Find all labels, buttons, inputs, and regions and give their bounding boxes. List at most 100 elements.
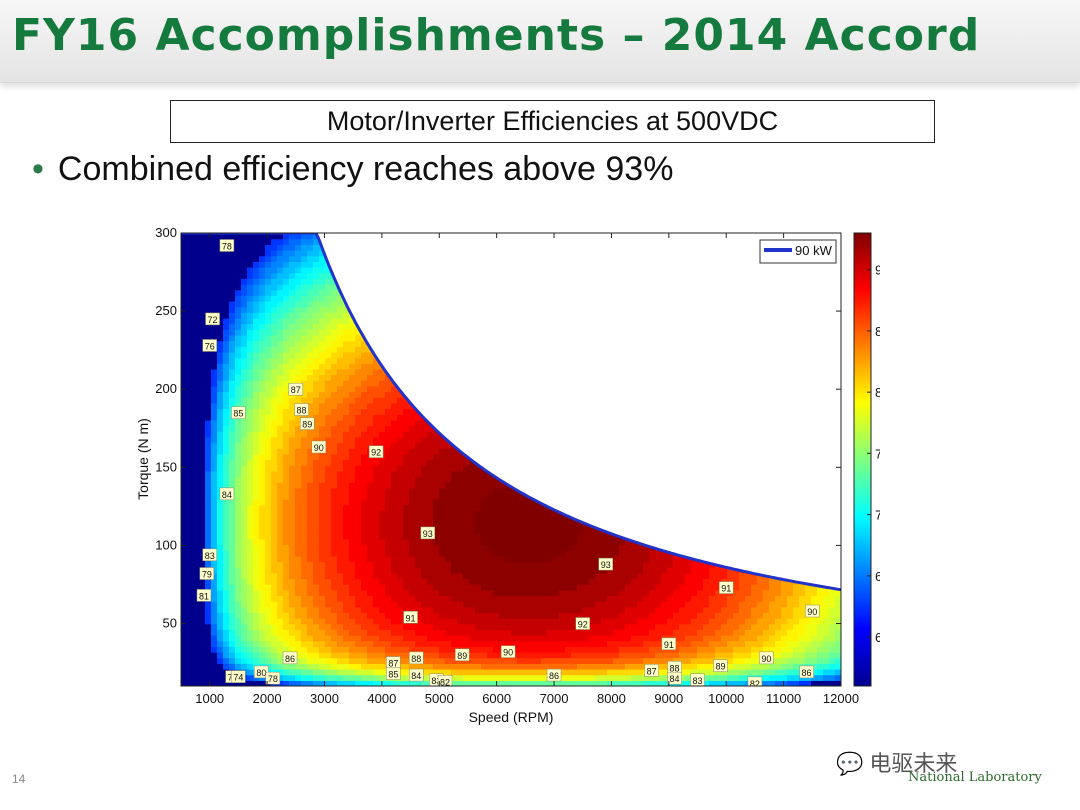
contour-cell [757,606,764,613]
contour-cell [235,623,242,630]
contour-cell [217,272,224,279]
contour-cell [313,521,320,529]
contour-cell [259,267,266,274]
contour-cell [253,499,260,506]
contour-cell [229,482,236,489]
contour-cell [301,555,308,563]
contour-cell [463,487,470,495]
contour-cell [517,663,524,670]
contour-cell [511,674,518,681]
contour-cell [265,572,272,580]
contour-cell [391,402,398,410]
contour-cell [247,595,254,602]
contour-cell [199,561,206,568]
contour-cell [343,646,350,653]
contour-cell [235,487,242,495]
contour-cell [187,363,194,370]
contour-cell [295,516,302,523]
contour-cell [799,646,806,653]
contour-cell [451,606,458,613]
contour-cell [307,340,314,347]
contour-cell [349,425,356,432]
contour-cell [403,652,410,659]
contour-cell [649,635,656,642]
contour-cell [355,680,362,686]
contour-cell [475,555,482,563]
contour-cell [415,533,422,540]
contour-cell [469,521,476,529]
contour-cell [349,595,356,602]
contour-cell [439,595,446,602]
contour-cell [283,538,290,546]
contour-cell [217,278,224,285]
contour-cell [445,657,452,664]
contour-cell [625,629,632,636]
contour-cell [451,510,458,517]
contour-cell [265,465,272,472]
contour-cell [319,640,326,647]
contour-cell [643,550,650,557]
contour-cell [379,425,386,432]
contour-cell [217,499,224,506]
contour-cell [625,584,632,591]
contour-label: 91 [406,613,416,623]
contour-cell [385,482,392,489]
contour-cell [757,669,764,676]
contour-cell [229,499,236,506]
contour-cell [325,334,332,342]
contour-cell [361,346,368,353]
contour-cell [499,584,506,591]
contour-cell [613,561,620,568]
contour-cell [481,561,488,568]
contour-cell [391,544,398,551]
contour-cell [793,584,800,591]
contour-cell [811,674,818,681]
contour-cell [205,629,212,636]
contour-cell [535,504,542,512]
contour-cell [823,595,830,602]
contour-cell [379,669,386,676]
contour-cell [625,606,632,613]
contour-cell [661,572,668,580]
contour-cell [319,669,326,676]
contour-cell [379,595,386,602]
contour-cell [775,635,782,642]
contour-cell [595,606,602,613]
contour-cell [331,533,338,540]
contour-cell [607,657,614,664]
contour-cell [709,640,716,647]
contour-cell [355,674,362,681]
contour-cell [415,629,422,636]
contour-cell [613,657,620,664]
contour-cell [247,323,254,330]
contour-cell [415,510,422,517]
contour-cell [193,527,200,534]
contour-cell [823,657,830,664]
contour-cell [271,301,278,308]
contour-cell [475,487,482,495]
contour-cell [301,482,308,489]
contour-cell [193,453,200,461]
contour-cell [355,334,362,342]
contour-cell [343,567,350,574]
contour-cell [277,561,284,568]
contour-cell [361,436,368,444]
contour-cell [247,623,254,630]
contour-cell [319,646,326,653]
contour-cell [499,504,506,512]
contour-cell [199,301,206,308]
contour-cell [241,442,248,449]
contour-cell [313,261,320,268]
contour-cell [289,431,296,438]
contour-cell [403,476,410,483]
contour-cell [535,646,542,653]
contour-cell [181,414,188,421]
contour-cell [301,612,308,619]
contour-cell [373,408,380,415]
contour-cell [211,284,218,291]
contour-cell [415,567,422,574]
contour-cell [745,652,752,659]
contour-cell [271,391,278,398]
contour-cell [193,419,200,427]
contour-cell [289,510,296,517]
